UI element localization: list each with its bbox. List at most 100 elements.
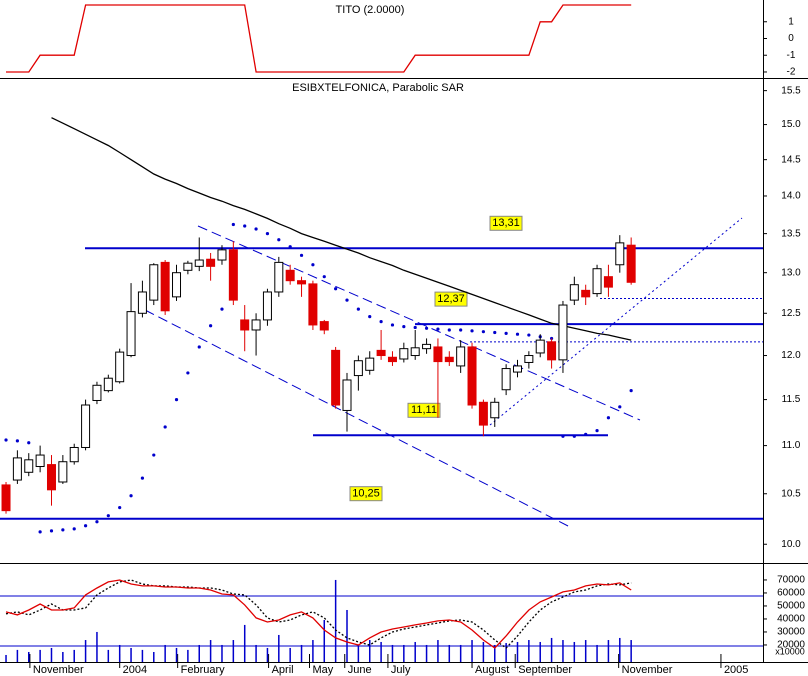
volume-bar bbox=[459, 644, 462, 662]
volume-bar bbox=[323, 620, 326, 662]
candle-body bbox=[183, 262, 193, 271]
sar-dot bbox=[504, 331, 508, 335]
candle-body bbox=[524, 355, 534, 363]
candle-body bbox=[251, 319, 261, 331]
candle-body bbox=[240, 319, 250, 331]
volume-bar bbox=[39, 649, 41, 662]
volume-bar bbox=[289, 647, 291, 662]
volume-bar bbox=[584, 640, 587, 662]
candle-body bbox=[35, 454, 45, 468]
sar-dot bbox=[106, 514, 110, 518]
y-tick-label: 10.5 bbox=[781, 488, 801, 499]
y-tick-label: 20000 bbox=[777, 640, 805, 651]
volume-bar bbox=[209, 640, 212, 662]
sar-dot bbox=[83, 524, 88, 528]
candle-body bbox=[581, 289, 591, 298]
volume-bar bbox=[346, 609, 348, 662]
level-label-box bbox=[434, 291, 468, 307]
volume-bar bbox=[141, 649, 144, 662]
volume-bar bbox=[391, 644, 394, 662]
sar-dot bbox=[379, 319, 383, 324]
volume-bar bbox=[471, 640, 473, 662]
y-tick-label: 0 bbox=[788, 33, 794, 44]
candle-body bbox=[444, 356, 454, 363]
sar-dot bbox=[606, 416, 611, 420]
candle-body bbox=[194, 259, 204, 267]
candle-body bbox=[569, 284, 579, 301]
x-tick-label: September bbox=[518, 664, 572, 676]
volume-bar bbox=[50, 647, 53, 662]
candle-body bbox=[228, 249, 238, 301]
sar-dot bbox=[220, 307, 224, 311]
volume-bar bbox=[255, 644, 257, 662]
candle-body bbox=[592, 268, 602, 295]
trend-line bbox=[489, 217, 743, 426]
y-tick-label: 13.5 bbox=[781, 228, 801, 239]
sar-dot bbox=[231, 222, 235, 227]
y-tick-label: 12.0 bbox=[781, 350, 801, 361]
stochastic-line bbox=[5, 579, 632, 649]
x-tick-label: May bbox=[312, 664, 333, 676]
level-label-box bbox=[349, 486, 383, 502]
candle-body bbox=[262, 291, 272, 321]
sar-dot bbox=[356, 307, 360, 311]
sar-dot bbox=[527, 333, 531, 337]
candle-body bbox=[297, 280, 307, 285]
candle-body bbox=[308, 283, 318, 326]
signal-line bbox=[5, 579, 632, 649]
volume-bar bbox=[539, 641, 541, 662]
candle-body bbox=[626, 244, 636, 283]
candle-body bbox=[274, 261, 284, 293]
volume-bar bbox=[84, 640, 87, 662]
candle-body bbox=[422, 343, 432, 350]
candle-body bbox=[149, 264, 159, 301]
x-tick-label: 2005 bbox=[724, 664, 748, 676]
y-tick-label: 11.0 bbox=[782, 440, 801, 451]
sar-dot bbox=[390, 323, 395, 327]
sar-dot bbox=[209, 324, 213, 328]
sar-dot bbox=[163, 425, 167, 429]
volume-bar bbox=[164, 644, 166, 662]
volume-bar bbox=[62, 651, 64, 662]
sar-dot bbox=[515, 332, 520, 336]
volume-bar bbox=[368, 640, 371, 662]
y-tick-label: 15.5 bbox=[781, 85, 801, 96]
sar-dot bbox=[277, 238, 281, 242]
volume-bar bbox=[414, 641, 416, 662]
candle-body bbox=[490, 401, 500, 419]
sar-dot bbox=[322, 275, 326, 279]
x-tick-label: June bbox=[348, 664, 372, 676]
candle-body bbox=[501, 368, 511, 391]
sar-dot bbox=[459, 328, 463, 332]
level-label-box bbox=[407, 402, 441, 418]
sar-dot bbox=[118, 506, 122, 510]
volume-bar bbox=[494, 644, 496, 662]
panel-title: TITO (2.0000) bbox=[336, 4, 405, 16]
x-tick-label: April bbox=[272, 664, 294, 676]
sar-dot bbox=[618, 405, 622, 409]
sar-dot bbox=[288, 245, 292, 249]
volume-bar bbox=[630, 640, 632, 662]
level-label: 11,11 bbox=[411, 404, 437, 416]
y-tick-label: 50000 bbox=[777, 601, 805, 612]
level-label: 13,31 bbox=[492, 217, 520, 229]
sar-dot bbox=[197, 345, 201, 349]
indicator-line bbox=[6, 4, 632, 73]
candle-body bbox=[558, 304, 568, 361]
candle-body bbox=[69, 446, 79, 463]
candle-body bbox=[331, 349, 341, 406]
candle-body bbox=[467, 346, 477, 406]
candle-body bbox=[615, 242, 625, 266]
x-tick-label: July bbox=[391, 664, 411, 676]
y-tick-label: 11.5 bbox=[782, 394, 801, 405]
volume-bar bbox=[130, 647, 132, 662]
volume-bar bbox=[562, 640, 564, 662]
candle-body bbox=[399, 348, 409, 360]
y-tick-label: 30000 bbox=[777, 627, 805, 638]
unit-label: x10000 bbox=[775, 646, 805, 656]
volume-bar bbox=[482, 641, 485, 662]
volume-bar bbox=[505, 643, 507, 662]
